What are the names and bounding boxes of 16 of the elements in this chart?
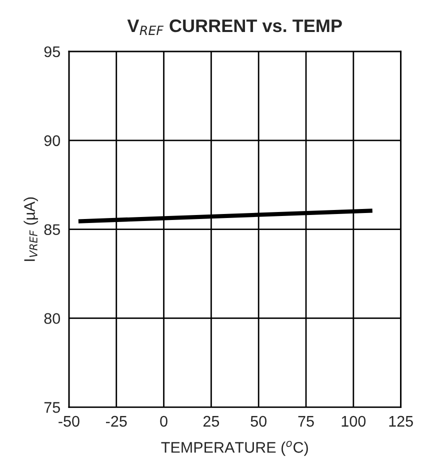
y-tick-label: 75 [44, 402, 60, 413]
x-tick-label: 75 [298, 416, 314, 427]
x-tick-label: 25 [203, 416, 220, 427]
y-axis-title: I$_{VREF}$ (µA) [24, 197, 38, 261]
x-tick-label: 100 [342, 416, 366, 427]
y-tick-label: 90 [44, 135, 60, 146]
x-tick-label: -50 [58, 416, 80, 427]
y-tick-label: 80 [44, 313, 60, 324]
x-tick-label: 0 [160, 416, 168, 427]
x-axis-title: TEMPERATURE ($^{o}$C) [161, 440, 308, 456]
chart-title: V$_{REF}$ CURRENT vs. TEMP [127, 19, 342, 35]
y-tick-label: 85 [44, 224, 60, 236]
x-tick-label: 50 [250, 416, 266, 427]
x-tick-label: -25 [106, 416, 127, 427]
x-tick-label: 125 [389, 416, 413, 427]
y-tick-label: 95 [44, 46, 60, 58]
